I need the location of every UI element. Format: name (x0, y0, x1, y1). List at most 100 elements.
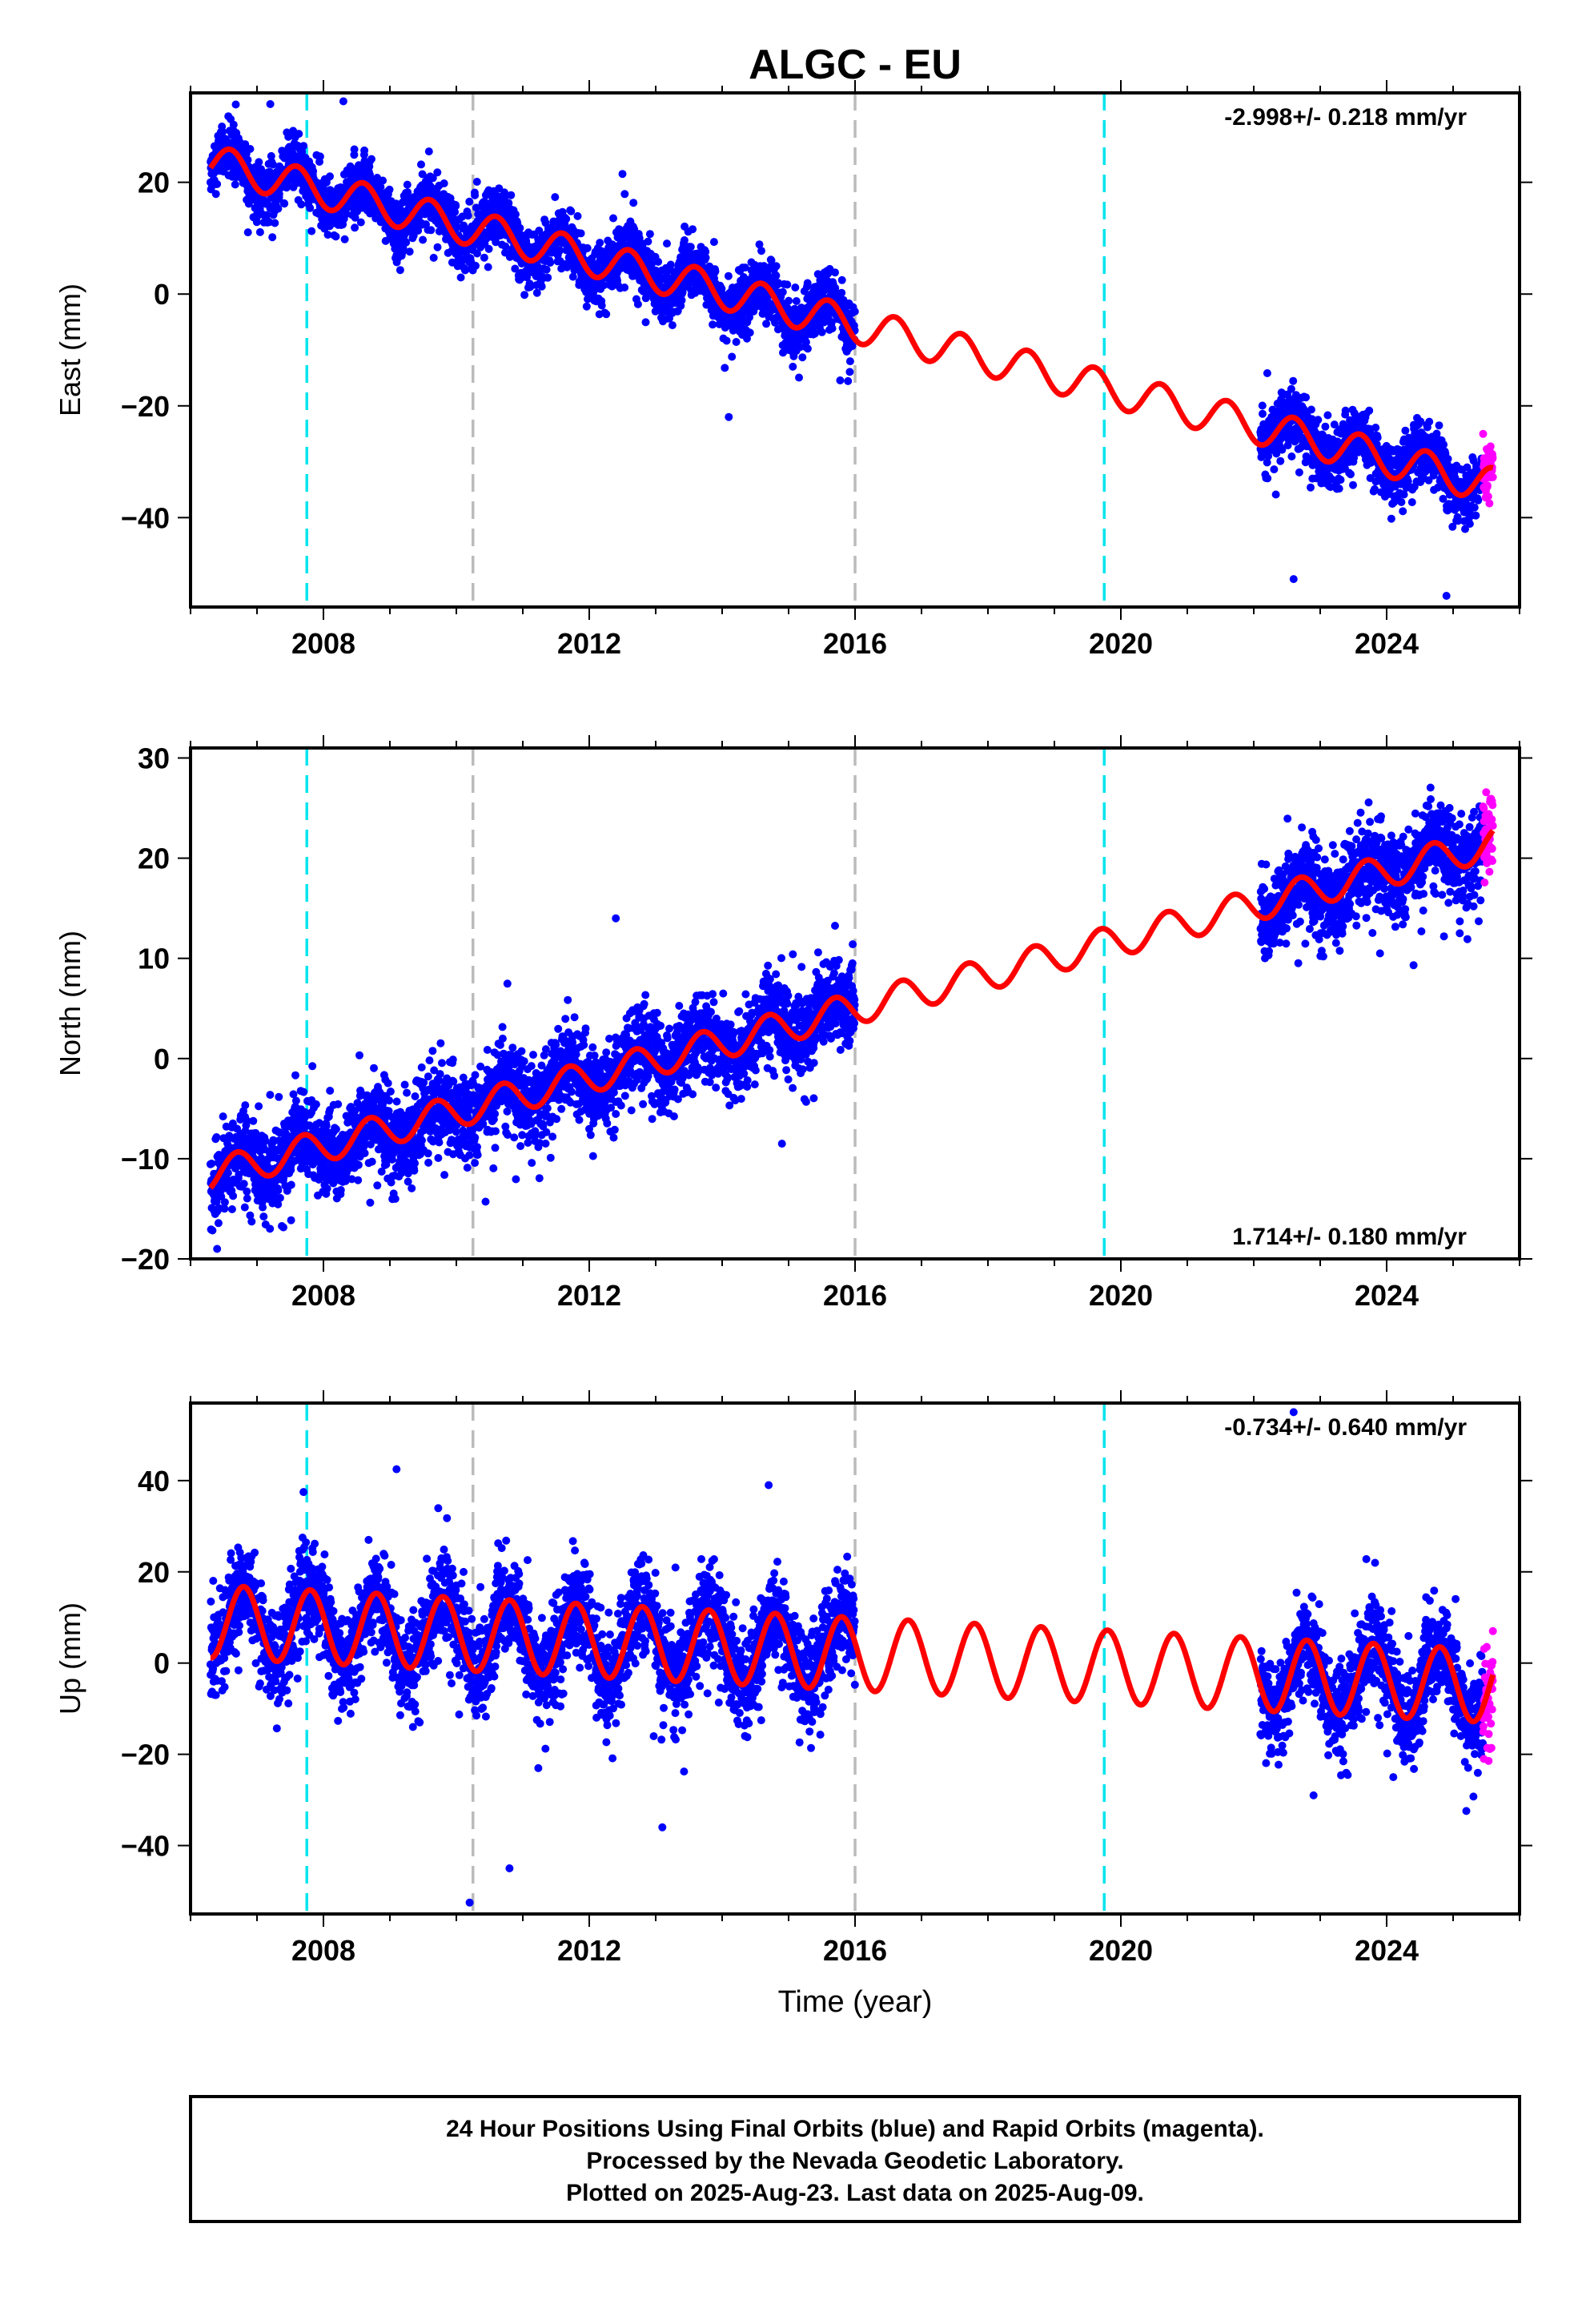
final-point (291, 1096, 300, 1105)
final-point (472, 178, 481, 186)
final-point (433, 168, 442, 177)
final-point (269, 160, 278, 169)
final-point (791, 283, 800, 292)
final-point (417, 160, 425, 169)
final-point (532, 288, 541, 297)
final-point (307, 227, 316, 235)
outlier-point (1442, 592, 1451, 600)
final-point (745, 328, 754, 337)
final-point (1474, 496, 1483, 505)
final-point (396, 266, 404, 275)
final-point (792, 297, 801, 305)
final-point (803, 344, 812, 353)
final-point (311, 1100, 320, 1108)
x-tick-label: 2016 (823, 627, 887, 660)
final-point (323, 1184, 331, 1193)
final-point (1472, 511, 1480, 520)
rapid-point (1488, 472, 1497, 481)
final-point (1307, 405, 1315, 414)
final-point (1425, 417, 1434, 426)
final-point (1470, 503, 1479, 512)
final-point (376, 183, 385, 191)
final-point (456, 273, 465, 282)
final-point (212, 1133, 221, 1141)
final-point (287, 1180, 295, 1189)
final-point (440, 179, 448, 187)
final-point (602, 310, 611, 319)
final-point (326, 172, 334, 181)
final-point (452, 223, 461, 231)
final-point (326, 1087, 335, 1095)
final-point (331, 232, 340, 241)
final-point (266, 168, 275, 177)
final-point (1335, 485, 1343, 493)
final-point (267, 151, 275, 160)
final-point (231, 100, 240, 109)
final-point (507, 191, 516, 199)
final-point (231, 180, 239, 189)
final-point (583, 243, 592, 252)
final-point (666, 260, 675, 269)
final-point (461, 266, 469, 275)
rapid-point (1486, 442, 1495, 451)
final-point (597, 301, 606, 310)
final-point (484, 263, 492, 271)
final-point (306, 203, 315, 212)
final-point (414, 227, 423, 235)
y-tick-label: 10 (138, 943, 170, 975)
final-point (689, 225, 697, 234)
final-point (644, 237, 652, 246)
final-point (379, 176, 387, 185)
final-point (405, 247, 414, 256)
final-point (239, 1180, 248, 1188)
final-point (472, 261, 480, 270)
final-point (1465, 520, 1474, 529)
final-point (309, 167, 318, 175)
final-point (323, 231, 332, 239)
final-point (1263, 474, 1272, 483)
x-tick-label: 2020 (1089, 627, 1153, 660)
final-point (562, 215, 571, 223)
final-point (484, 244, 493, 253)
final-point (783, 280, 792, 289)
final-point (582, 302, 591, 311)
final-point (845, 357, 854, 366)
final-point (473, 249, 481, 258)
final-point (424, 147, 433, 156)
final-point (1289, 376, 1298, 385)
final-point (287, 1216, 295, 1224)
final-point (291, 1071, 299, 1080)
final-point (255, 227, 264, 236)
final-point (308, 1062, 317, 1071)
final-point (351, 213, 359, 222)
final-point (512, 210, 520, 219)
final-point (762, 320, 771, 328)
final-point (772, 271, 781, 280)
final-point (299, 1088, 308, 1096)
final-point (243, 1187, 251, 1196)
final-point (837, 288, 846, 297)
final-point (1302, 393, 1311, 402)
final-point (668, 321, 677, 330)
final-point (641, 318, 650, 327)
x-tick-label: 2020 (1089, 1279, 1153, 1312)
rapid-point (1485, 499, 1494, 508)
y-tick-label: 30 (138, 742, 170, 775)
final-point (836, 376, 845, 384)
final-point (259, 1212, 268, 1221)
final-point (772, 262, 781, 271)
final-point (452, 202, 460, 211)
final-point (817, 328, 826, 336)
final-point (274, 1186, 283, 1195)
final-point (1270, 465, 1279, 474)
final-point (516, 223, 524, 232)
y-axis-label-north: North (mm) (54, 931, 86, 1076)
final-point (544, 273, 552, 282)
final-point (471, 191, 480, 199)
final-point (219, 127, 227, 136)
final-point (207, 1160, 216, 1168)
final-point (480, 253, 488, 262)
rapid-point (1488, 453, 1497, 462)
